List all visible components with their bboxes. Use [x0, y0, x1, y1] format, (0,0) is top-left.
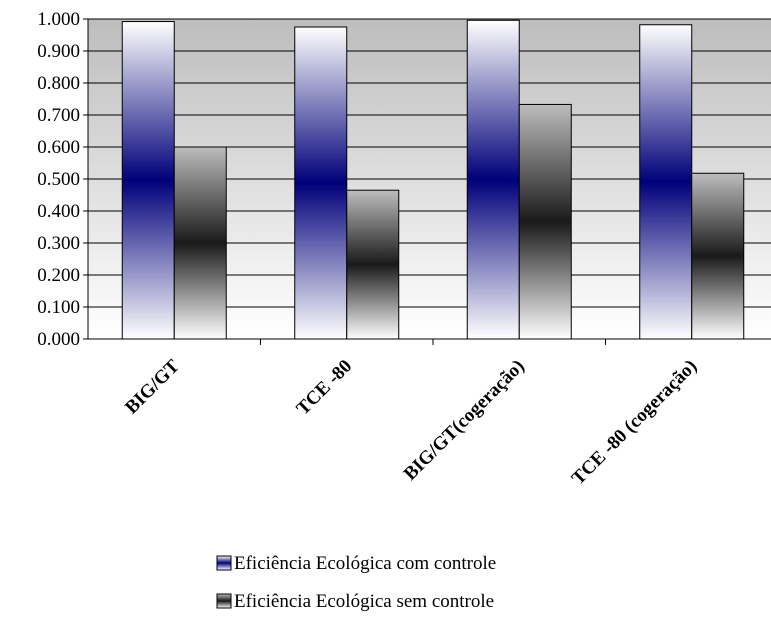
x-category-label: TCE -80	[293, 356, 357, 420]
bar-series1-2	[466, 19, 520, 340]
bar-series2-2	[518, 103, 572, 340]
axes	[83, 18, 771, 345]
legend-swatch	[216, 593, 232, 609]
y-tick-label: 0.800	[37, 73, 80, 94]
legend: Eficiência Ecológica com controle Eficiên…	[216, 553, 496, 612]
legend-label: Eficiência Ecológica com controle	[234, 553, 496, 574]
y-tick-label: 0.900	[37, 41, 80, 62]
x-category-label: BIG/GT(cogeração)	[400, 356, 529, 485]
legend-label: Eficiência Ecológica sem controle	[234, 591, 494, 612]
bar-series2-1	[346, 189, 400, 340]
legend-swatch	[216, 555, 232, 571]
bar-series1-1	[294, 26, 348, 340]
bar-series1-3	[639, 24, 693, 340]
y-tick-label: 0.400	[37, 201, 80, 222]
bars	[121, 19, 745, 340]
bar-series2-3	[691, 172, 745, 340]
x-category-label: TCE -80 (cogeração)	[568, 356, 701, 489]
y-tick-label: 0.300	[37, 233, 80, 254]
x-category-label: BIG/GT	[121, 355, 184, 418]
y-tick-label: 0.700	[37, 105, 80, 126]
y-tick-label: 0.100	[37, 297, 80, 318]
y-tick-label: 0.600	[37, 137, 80, 158]
y-tick-labels: 0.000 0.100 0.200 0.300 0.400 0.500 0.600 0.700…	[37, 9, 80, 350]
y-tick-label: 1.000	[37, 9, 80, 30]
bar-series1-0	[121, 21, 175, 340]
y-tick-label: 0.500	[37, 169, 80, 190]
bar-series2-0	[173, 146, 227, 340]
x-category-labels: BIG/GT TCE -80 BIG/GT(cogeração) TCE -80 (c…	[121, 355, 701, 489]
y-tick-label: 0.000	[37, 329, 80, 350]
y-tick-label: 0.200	[37, 265, 80, 286]
